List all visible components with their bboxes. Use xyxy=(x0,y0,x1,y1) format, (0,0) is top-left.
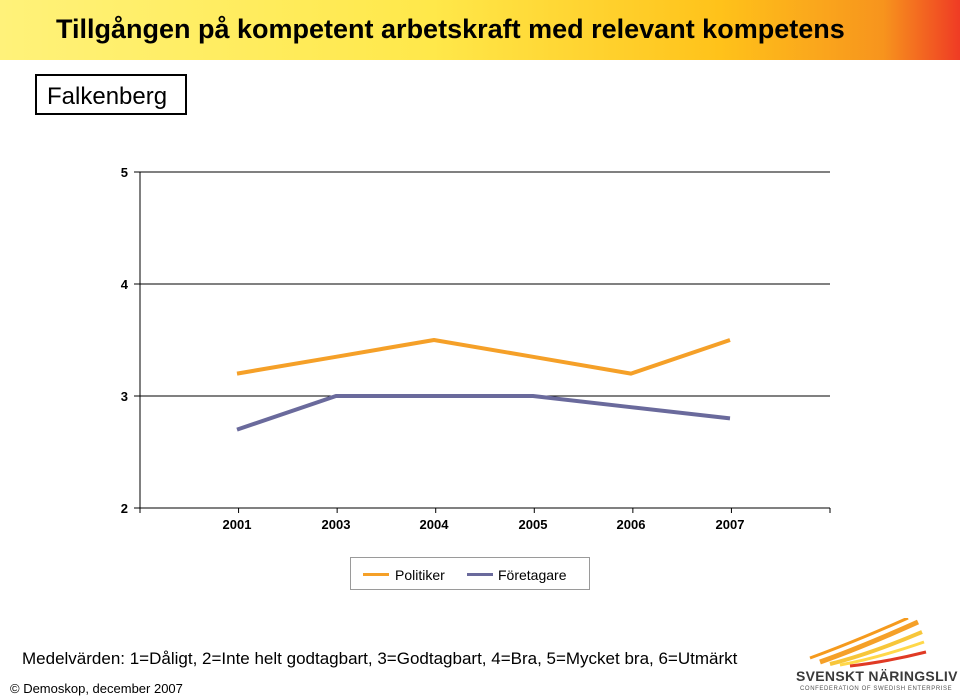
y-tick-label: 5 xyxy=(121,165,128,180)
legend-swatch-foretagare xyxy=(467,573,493,576)
logo-wordmark: SVENSKT NÄRINGSLIV xyxy=(796,668,958,684)
x-tick-label: 2003 xyxy=(322,517,351,532)
logo-tagline: CONFEDERATION OF SWEDISH ENTERPRISE xyxy=(800,686,953,692)
series-line-foretagare xyxy=(236,394,731,432)
legend-swatch-politiker xyxy=(363,573,389,576)
x-tick-label: 2004 xyxy=(420,517,450,532)
chart-legend: Politiker Företagare xyxy=(350,557,590,590)
x-tick-label: 2006 xyxy=(617,517,646,532)
x-tick-label: 2005 xyxy=(519,517,548,532)
scale-note: Medelvärden: 1=Dåligt, 2=Inte helt godta… xyxy=(22,649,738,668)
subtitle-box: Falkenberg xyxy=(35,74,187,115)
sun-rays-logo-icon xyxy=(809,616,927,668)
y-tick-label: 2 xyxy=(121,501,128,516)
page-title: Tillgången på kompetent arbetskraft med … xyxy=(56,14,845,44)
page-subtitle: Falkenberg xyxy=(47,83,168,110)
title-bar: Tillgången på kompetent arbetskraft med … xyxy=(0,0,960,60)
series-line-politiker xyxy=(236,338,731,376)
legend-label-politiker: Politiker xyxy=(395,567,445,583)
y-tick-label: 3 xyxy=(121,389,128,404)
x-tick-label: 2007 xyxy=(716,517,745,532)
y-tick-label: 4 xyxy=(121,277,129,292)
legend-label-foretagare: Företagare xyxy=(498,567,567,583)
copyright-text: © Demoskop, december 2007 xyxy=(10,681,183,696)
x-tick-label: 2001 xyxy=(223,517,252,532)
svenskt-naringsliv-logo: SVENSKT NÄRINGSLIV CONFEDERATION OF SWED… xyxy=(790,616,958,696)
